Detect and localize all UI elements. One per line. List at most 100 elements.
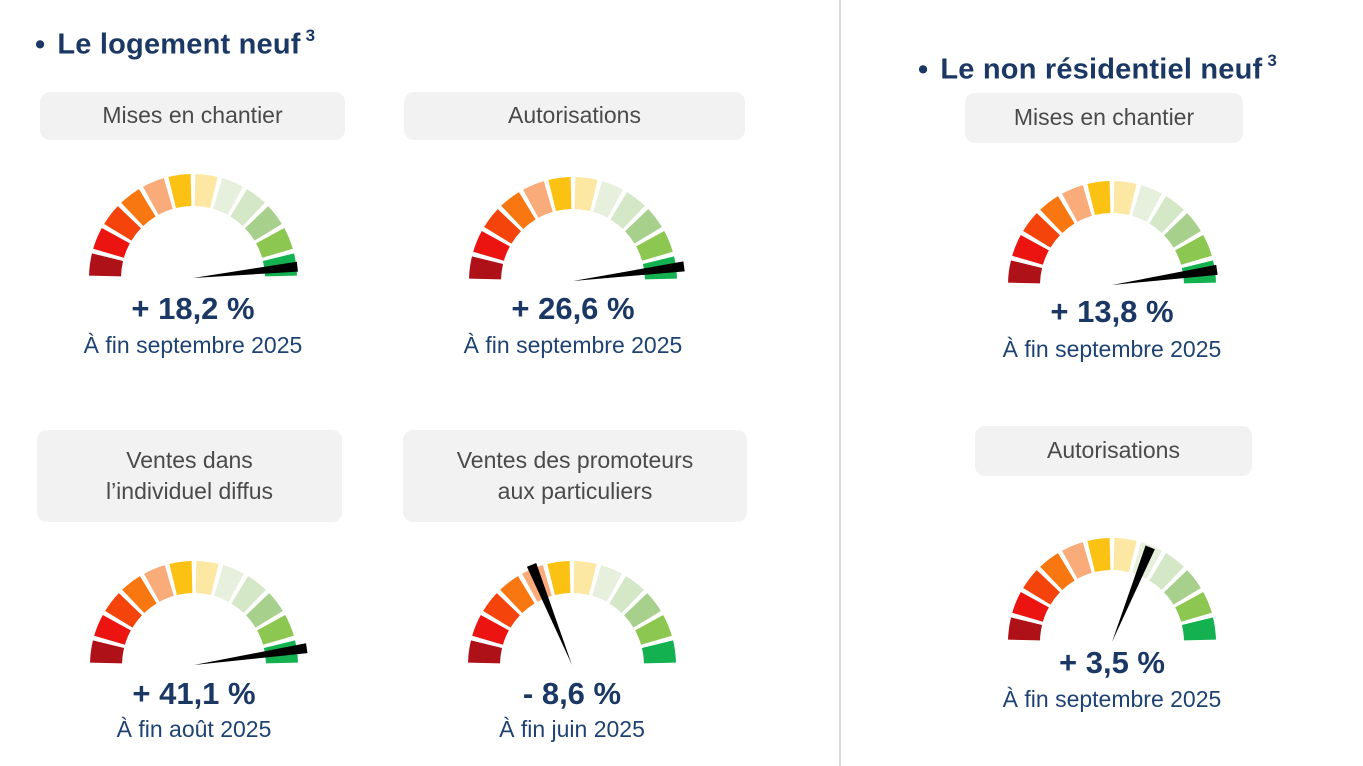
gauge-segment bbox=[1149, 553, 1184, 590]
gauge-segment bbox=[592, 565, 622, 602]
gauge-segment bbox=[1164, 570, 1201, 605]
section-title-left-text: Le logement neuf bbox=[57, 28, 301, 61]
section-title-right-text: Le non résidentiel neuf bbox=[940, 53, 1263, 86]
gauge-chart-mises-en-chantier-non-residentiel bbox=[1008, 181, 1218, 285]
gauge-segment bbox=[610, 192, 645, 229]
gauge-segment bbox=[573, 561, 597, 596]
gauge-segment bbox=[1008, 617, 1043, 641]
gauge-segment bbox=[483, 593, 520, 628]
footnote-ref: 3 bbox=[305, 26, 316, 45]
gauge-segment bbox=[231, 576, 266, 613]
gauge-value: + 18,2 % bbox=[131, 291, 255, 326]
gauge-segment bbox=[90, 640, 125, 664]
gauge-segment bbox=[547, 561, 571, 596]
gauge-label-text: Ventes dans l’individuel diffus bbox=[105, 446, 274, 504]
gauge-label-text: Autorisations bbox=[508, 102, 641, 129]
gauge-segment bbox=[484, 209, 521, 244]
gauge-segment bbox=[143, 178, 173, 215]
gauge-label-text: Mises en chantier bbox=[102, 102, 283, 129]
gauge-label-ventes-promoteurs: Ventes des promoteurs aux particuliers bbox=[403, 430, 747, 522]
gauge-chart-ventes-promoteurs bbox=[468, 561, 676, 665]
gauge-segment bbox=[1175, 235, 1212, 265]
gauge-segment bbox=[1040, 196, 1075, 233]
gauge-label-mises-en-chantier-non-residentiel: Mises en chantier bbox=[965, 93, 1243, 143]
gauge-segment bbox=[1023, 570, 1060, 605]
gauge-segment bbox=[472, 615, 509, 645]
gauge-segment bbox=[1113, 538, 1137, 573]
gauge-value: + 3,5 % bbox=[1059, 645, 1165, 680]
gauge-period: À fin août 2025 bbox=[116, 716, 272, 742]
gauge-segment bbox=[121, 189, 156, 226]
gauge-chart-autorisations-logement bbox=[469, 177, 685, 281]
gauge-period: À fin septembre 2025 bbox=[463, 332, 683, 358]
gauge-segment bbox=[500, 576, 535, 613]
gauge-segment bbox=[1175, 592, 1212, 622]
gauge-period: À fin juin 2025 bbox=[499, 716, 645, 742]
gauge-segment bbox=[548, 177, 572, 212]
gauge-needle bbox=[194, 643, 308, 665]
gauge-value: + 26,6 % bbox=[511, 291, 635, 326]
gauge-period: À fin septembre 2025 bbox=[1002, 336, 1222, 362]
gauge-segment bbox=[468, 640, 503, 664]
gauge-segment bbox=[93, 228, 130, 258]
gauge-segment bbox=[230, 189, 265, 226]
gauge-value: + 13,8 % bbox=[1050, 294, 1174, 329]
gauge-segment bbox=[214, 565, 244, 602]
gauge-segment bbox=[1087, 538, 1111, 573]
gauge-segment bbox=[636, 231, 673, 261]
gauge-segment bbox=[1132, 185, 1162, 222]
gauge-segment bbox=[194, 174, 218, 209]
gauge-segment bbox=[1012, 235, 1049, 265]
gauge-label-ventes-individuel-diffus: Ventes dans l’individuel diffus bbox=[37, 430, 342, 522]
gauge-label-text: Ventes des promoteurs aux particuliers bbox=[456, 446, 694, 504]
gauge-segment bbox=[624, 593, 661, 628]
gauge-needle bbox=[1112, 545, 1155, 642]
gauge-segment bbox=[1164, 213, 1201, 248]
gauge-segment bbox=[245, 206, 282, 241]
gauge-label-autorisations-logement: Autorisations bbox=[404, 92, 745, 140]
gauge-segment bbox=[89, 253, 124, 277]
bullet-icon: • bbox=[35, 28, 46, 61]
section-divider bbox=[839, 0, 841, 766]
gauge-period: À fin septembre 2025 bbox=[83, 332, 303, 358]
gauge-value: - 8,6 % bbox=[522, 676, 622, 711]
gauge-value: + 41,1 % bbox=[132, 676, 256, 711]
gauge-label-text: Mises en chantier bbox=[1013, 104, 1195, 131]
gauge-period: À fin septembre 2025 bbox=[1002, 686, 1222, 712]
gauge-segment bbox=[1062, 542, 1092, 579]
gauge-segment bbox=[625, 209, 662, 244]
gauge-segment bbox=[609, 576, 644, 613]
gauge-segment bbox=[501, 192, 536, 229]
gauge-segment bbox=[168, 174, 192, 209]
gauge-segment bbox=[122, 576, 157, 613]
gauge-segment bbox=[523, 181, 553, 218]
gauge-needle bbox=[193, 261, 298, 278]
bullet-icon: • bbox=[918, 53, 929, 86]
gauge-segment bbox=[635, 615, 672, 645]
gauge-label-text: Autorisations bbox=[1047, 437, 1180, 464]
gauge-chart-mises-en-chantier-logement bbox=[89, 174, 298, 278]
gauge-segment bbox=[256, 228, 293, 258]
gauge-segment bbox=[1062, 185, 1092, 222]
section-title-right: • Le non résidentiel neuf 3 bbox=[918, 51, 1278, 87]
section-title-left: • Le logement neuf 3 bbox=[35, 26, 316, 62]
gauge-needle bbox=[1112, 264, 1218, 285]
gauge-segment bbox=[1149, 196, 1184, 233]
gauge-label-mises-en-chantier-logement: Mises en chantier bbox=[40, 92, 345, 140]
gauge-segment bbox=[1023, 213, 1060, 248]
gauge-segment bbox=[105, 593, 142, 628]
gauge-segment bbox=[593, 181, 623, 218]
gauge-segment bbox=[473, 231, 510, 261]
footnote-ref: 3 bbox=[1267, 51, 1278, 70]
gauge-segment bbox=[469, 256, 504, 280]
gauge-segment bbox=[1181, 617, 1216, 641]
gauge-segment bbox=[94, 615, 131, 645]
gauge-segment bbox=[213, 178, 243, 215]
gauge-label-autorisations-non-residentiel: Autorisations bbox=[975, 426, 1252, 476]
gauge-segment bbox=[257, 615, 294, 645]
gauge-segment bbox=[1113, 181, 1137, 216]
gauge-segment bbox=[574, 177, 598, 212]
gauge-needle bbox=[526, 562, 572, 665]
gauge-segment bbox=[1008, 260, 1043, 284]
